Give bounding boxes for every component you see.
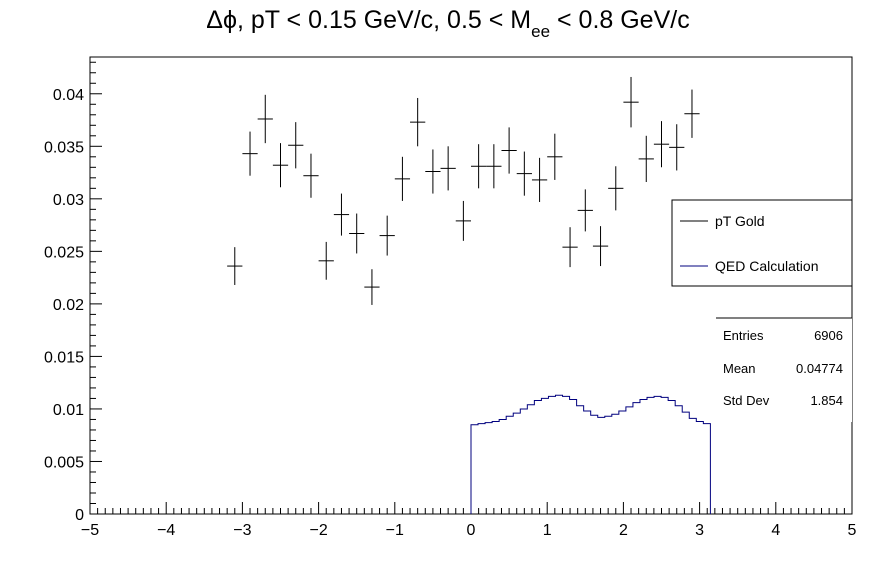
stats-label-mean: Mean xyxy=(723,361,756,376)
chart-title-subscript: ee xyxy=(531,22,550,41)
legend: pT Gold QED Calculation xyxy=(671,199,853,287)
data-point xyxy=(653,121,670,168)
stats-box: Entries 6906 Mean 0.04774 Std Dev 1.854 xyxy=(716,317,852,422)
data-point xyxy=(486,144,502,189)
x-tick-label: 2 xyxy=(619,522,628,539)
data-point xyxy=(410,97,426,147)
x-tick-label: −4 xyxy=(157,522,175,539)
data-point xyxy=(471,144,487,189)
legend-label-qed: QED Calculation xyxy=(715,258,819,274)
y-tick-label: 0 xyxy=(75,507,84,524)
y-tick-label: 0.04 xyxy=(53,87,84,104)
data-point xyxy=(516,151,532,196)
legend-label-pt-gold: pT Gold xyxy=(715,213,765,229)
x-axis: −5 −4 −3 −2 −1 0 1 2 3 4 5 xyxy=(81,502,857,539)
data-point xyxy=(455,200,471,241)
x-tick-label: −3 xyxy=(233,522,251,539)
data-point xyxy=(684,89,700,138)
data-point xyxy=(562,227,578,268)
data-point xyxy=(531,157,548,202)
x-tick-label: 5 xyxy=(848,522,857,539)
data-point xyxy=(303,153,319,198)
data-point xyxy=(592,226,609,267)
qed-histogram-line xyxy=(470,394,711,514)
data-point xyxy=(669,124,685,171)
data-point xyxy=(288,122,304,169)
x-tick-label: 1 xyxy=(543,522,552,539)
data-point xyxy=(272,143,289,188)
stats-box-bg xyxy=(716,318,852,422)
x-tick-label: −2 xyxy=(309,522,327,539)
y-tick-label: 0.01 xyxy=(53,402,84,419)
data-point xyxy=(257,94,273,144)
x-tick-label: −5 xyxy=(81,522,99,539)
y-axis: 0 0.005 0.01 0.015 0.02 0.025 0.03 0.035 0.04 xyxy=(44,61,102,524)
data-point xyxy=(379,215,395,256)
stats-value-entries: 6906 xyxy=(814,328,843,343)
chart-title-suffix: < 0.8 GeV/c xyxy=(550,6,690,34)
y-tick-label: 0.005 xyxy=(44,454,84,471)
data-point xyxy=(623,76,639,128)
x-tick-label: −1 xyxy=(386,522,404,539)
x-tick-label: 4 xyxy=(771,522,780,539)
chart-title: Δϕ, pT < 0.15 GeV/c, 0.5 < Mee < 0.8 GeV… xyxy=(206,6,689,41)
y-tick-label: 0.015 xyxy=(44,349,84,366)
y-tick-label: 0.02 xyxy=(53,297,84,314)
data-point xyxy=(394,156,411,201)
data-point xyxy=(227,247,243,285)
data-point xyxy=(608,166,624,211)
legend-box xyxy=(671,199,853,287)
stats-value-stddev: 1.854 xyxy=(810,393,843,408)
pt-gold-series xyxy=(227,76,700,305)
stats-label-entries: Entries xyxy=(723,328,764,343)
data-point xyxy=(425,149,441,194)
y-tick-label: 0.025 xyxy=(44,244,84,261)
x-tick-label: 0 xyxy=(467,522,476,539)
data-point xyxy=(349,213,365,254)
data-point xyxy=(577,189,593,232)
data-point xyxy=(547,133,563,180)
data-point xyxy=(501,127,517,174)
data-point xyxy=(440,146,456,191)
qed-histogram-series xyxy=(470,394,711,514)
data-point xyxy=(318,241,334,280)
y-tick-label: 0.03 xyxy=(53,192,84,209)
data-point xyxy=(242,131,258,176)
stats-label-stddev: Std Dev xyxy=(723,393,770,408)
data-point xyxy=(333,193,350,236)
data-point xyxy=(364,269,380,305)
x-tick-label: 3 xyxy=(695,522,704,539)
data-point xyxy=(638,135,654,183)
chart-title-prefix: Δϕ, pT < 0.15 GeV/c, 0.5 < M xyxy=(206,6,531,34)
y-tick-label: 0.035 xyxy=(44,139,84,156)
stats-value-mean: 0.04774 xyxy=(796,361,843,376)
